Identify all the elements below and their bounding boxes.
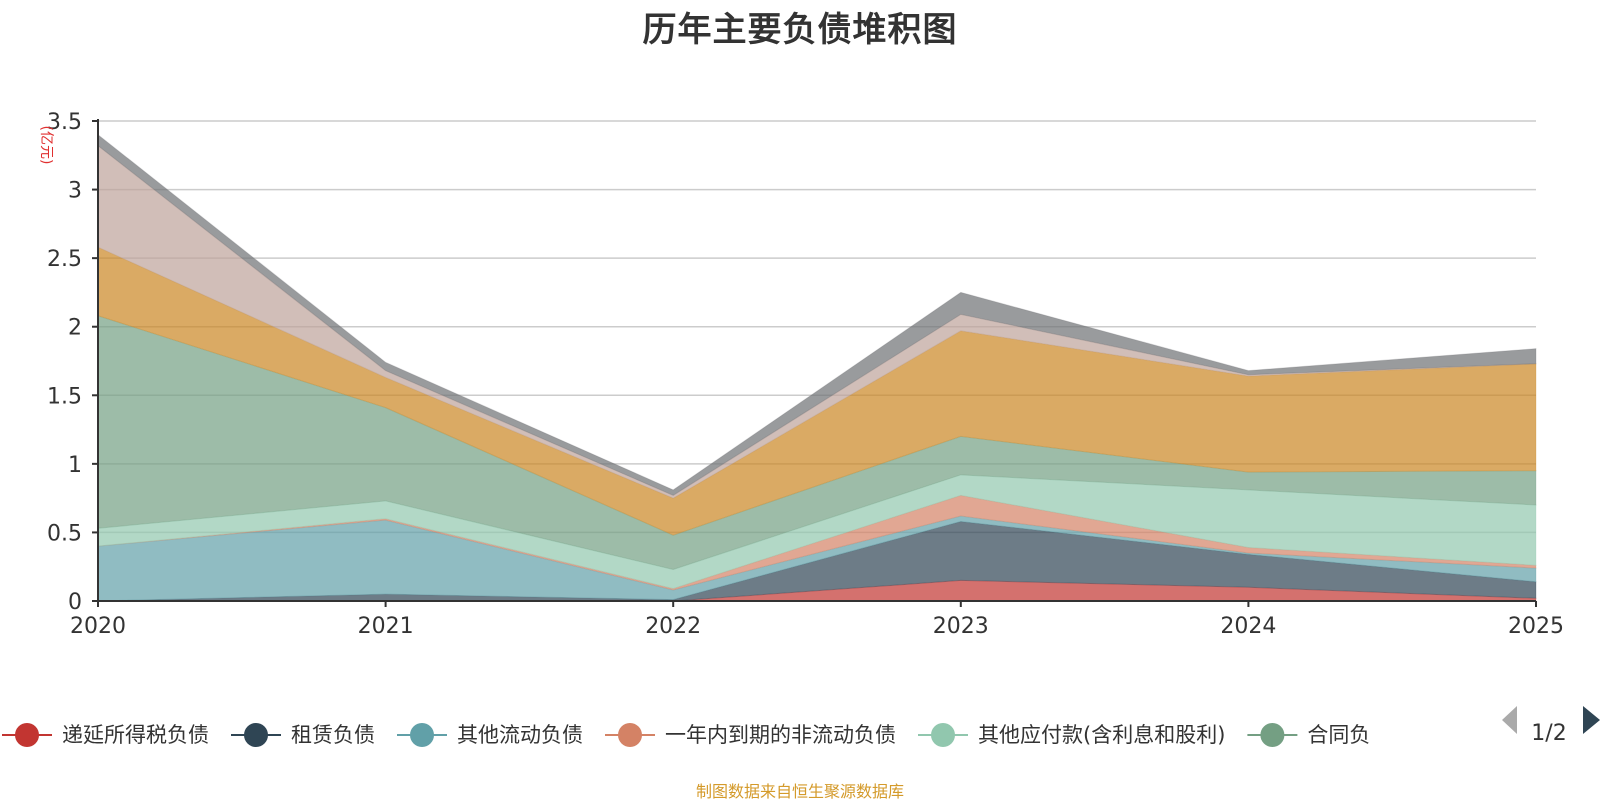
- legend-item[interactable]: 其他流动负债: [397, 723, 583, 747]
- legend-item[interactable]: 租赁负债: [231, 723, 375, 747]
- y-tick-label: 1: [68, 453, 82, 478]
- x-tick-label: 2021: [358, 614, 414, 639]
- area-series-7[interactable]: [97, 144, 1537, 499]
- legend-pager: 1/2: [1502, 706, 1600, 746]
- x-tick-label: 2024: [1220, 614, 1276, 639]
- y-tick-label: 0.5: [47, 521, 82, 546]
- x-tick-label: 2025: [1508, 614, 1564, 639]
- x-tick-label: 2023: [933, 614, 989, 639]
- area-series-3[interactable]: [97, 494, 1537, 591]
- axes: 0 0.5 1 1.5 2 2.5 3 3.5 2020 2021 2022 2023 2024 2025: [47, 110, 1564, 639]
- legend-item[interactable]: 递延所得税负债: [2, 723, 209, 747]
- legend-marker-icon: [931, 723, 955, 747]
- source-note: 制图数据来自恒生聚源数据库: [695, 782, 904, 801]
- area-series: [97, 133, 1537, 602]
- legend-label: 其他应付款(含利息和股利): [978, 723, 1225, 747]
- legend-label: 租赁负债: [291, 723, 375, 747]
- legend: 递延所得税负债 租赁负债 其他流动负债 一年内到期的非流动负债 其他应付款(含利息和股利…: [2, 723, 1370, 747]
- x-tick-label: 2022: [645, 614, 701, 639]
- legend-label: 一年内到期的非流动负债: [665, 723, 896, 747]
- y-axis-unit-label: (亿元): [38, 126, 54, 165]
- y-tick-label: 2.5: [47, 247, 82, 272]
- legend-marker-icon: [15, 723, 39, 747]
- y-tick-label: 0: [68, 590, 82, 615]
- area-series-8[interactable]: [97, 133, 1537, 496]
- legend-next-icon[interactable]: [1583, 706, 1600, 734]
- legend-page-indicator: 1/2: [1531, 721, 1566, 746]
- legend-item[interactable]: 一年内到期的非流动负债: [605, 723, 896, 747]
- chart-title: 历年主要负债堆积图: [642, 10, 958, 50]
- y-tick-label: 3: [68, 179, 82, 204]
- legend-marker-icon: [618, 723, 642, 747]
- y-tick-label: 1.5: [47, 384, 82, 409]
- legend-marker-icon: [410, 723, 434, 747]
- legend-label: 合同负: [1307, 723, 1370, 747]
- legend-prev-icon[interactable]: [1502, 706, 1517, 734]
- y-tick-label: 3.5: [47, 110, 82, 135]
- legend-item[interactable]: 合同负: [1247, 723, 1370, 747]
- legend-label: 递延所得税负债: [62, 723, 209, 747]
- legend-item[interactable]: 其他应付款(含利息和股利): [918, 723, 1225, 747]
- legend-marker-icon: [244, 723, 268, 747]
- legend-marker-icon: [1260, 723, 1285, 747]
- legend-label: 其他流动负债: [457, 723, 583, 747]
- x-tick-label: 2020: [70, 614, 126, 639]
- y-tick-label: 2: [68, 316, 82, 341]
